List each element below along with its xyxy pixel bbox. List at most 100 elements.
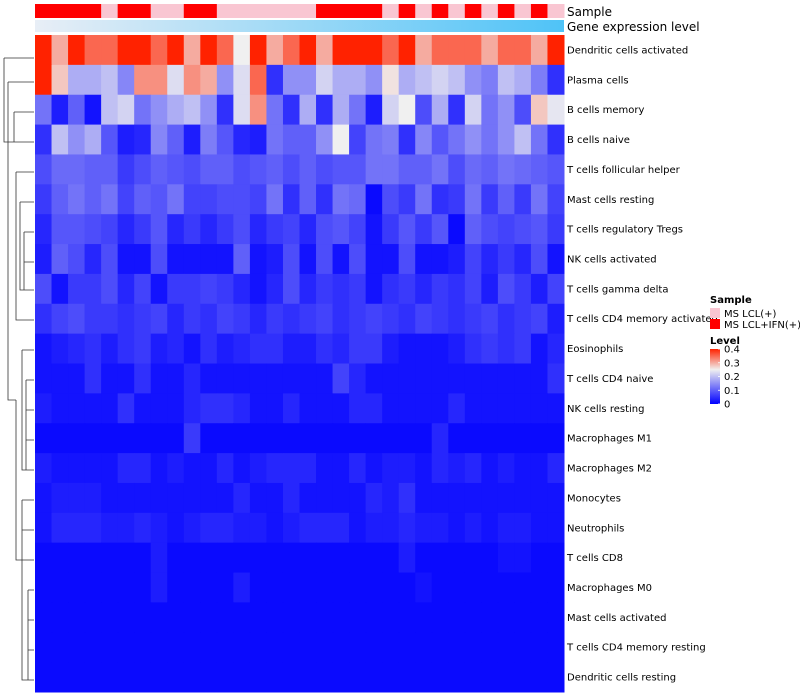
heatmap-cell bbox=[349, 482, 367, 514]
heatmap-cell bbox=[101, 64, 119, 96]
heatmap-cell bbox=[365, 363, 383, 394]
heatmap-cell bbox=[51, 64, 69, 96]
heatmap-cell bbox=[167, 124, 185, 155]
heatmap-cell bbox=[101, 184, 119, 215]
heatmap-cell bbox=[216, 572, 234, 603]
heatmap-cell bbox=[200, 393, 218, 424]
heatmap-cell bbox=[200, 35, 218, 66]
heatmap-cell bbox=[497, 662, 515, 693]
heatmap-cell bbox=[316, 632, 334, 663]
heatmap-cell bbox=[514, 333, 532, 364]
heatmap-cell bbox=[365, 602, 383, 633]
heatmap-cell bbox=[514, 423, 532, 454]
heatmap-cell bbox=[282, 35, 300, 66]
heatmap-cell bbox=[216, 662, 234, 693]
heatmap-cell bbox=[35, 602, 53, 633]
level-tick-label: 0.3 bbox=[724, 358, 740, 369]
heatmap-cell bbox=[233, 273, 251, 305]
heatmap-cell bbox=[398, 423, 416, 454]
heatmap-cell bbox=[497, 154, 515, 185]
heatmap-cell bbox=[514, 64, 532, 96]
heatmap-cell bbox=[150, 214, 168, 245]
heatmap-cell bbox=[68, 35, 86, 66]
sample-annotation-cell bbox=[349, 4, 367, 18]
heatmap-cell bbox=[481, 35, 499, 66]
row-label: Macrophages M2 bbox=[567, 464, 652, 475]
heatmap-cell bbox=[349, 333, 367, 364]
heatmap-cell bbox=[117, 423, 135, 454]
heatmap-cell bbox=[233, 244, 251, 275]
heatmap-cell bbox=[266, 393, 284, 424]
heatmap-cell bbox=[216, 64, 234, 96]
heatmap-cell bbox=[282, 184, 300, 215]
heatmap-cell bbox=[514, 632, 532, 663]
heatmap-cell bbox=[200, 662, 218, 693]
sample-annotation-cell bbox=[415, 4, 433, 18]
heatmap-cell bbox=[101, 94, 119, 126]
heatmap-cell bbox=[200, 632, 218, 663]
heatmap-cell bbox=[101, 542, 119, 574]
heatmap-cell bbox=[398, 572, 416, 603]
heatmap-cell bbox=[35, 453, 53, 484]
heatmap-cell bbox=[68, 214, 86, 245]
heatmap-cell bbox=[448, 154, 466, 185]
heatmap-cell bbox=[51, 124, 69, 155]
heatmap-cell bbox=[266, 333, 284, 364]
heatmap-cell bbox=[35, 363, 53, 394]
heatmap-cell bbox=[448, 632, 466, 663]
sample-annotation-cell bbox=[530, 4, 548, 18]
gene-expression-annotation-bar bbox=[35, 20, 564, 32]
heatmap-cell bbox=[183, 602, 201, 633]
heatmap-cell bbox=[51, 94, 69, 126]
heatmap-cell bbox=[167, 333, 185, 364]
heatmap-cell bbox=[35, 542, 53, 574]
heatmap-cell bbox=[448, 482, 466, 514]
heatmap-cell bbox=[150, 94, 168, 126]
heatmap-cell bbox=[316, 453, 334, 484]
heatmap-cell bbox=[547, 482, 565, 514]
heatmap-cell bbox=[332, 303, 350, 335]
heatmap-cell bbox=[448, 512, 466, 544]
heatmap-cell bbox=[547, 94, 565, 126]
heatmap-cell bbox=[68, 64, 86, 96]
heatmap-cell bbox=[382, 453, 400, 484]
heatmap-cell bbox=[282, 632, 300, 663]
heatmap-cell bbox=[299, 124, 317, 155]
heatmap-cell bbox=[464, 303, 482, 335]
heatmap-cell bbox=[514, 184, 532, 215]
heatmap-cell bbox=[530, 393, 548, 424]
heatmap-cell bbox=[183, 184, 201, 215]
heatmap-cell bbox=[249, 303, 267, 335]
heatmap-cell bbox=[101, 35, 119, 66]
heatmap-cell bbox=[282, 572, 300, 603]
heatmap-cell bbox=[365, 35, 383, 66]
heatmap-cell bbox=[233, 303, 251, 335]
heatmap-cell bbox=[134, 124, 152, 155]
heatmap-cell bbox=[282, 482, 300, 514]
sample-annotation-cell bbox=[316, 4, 334, 18]
heatmap-cell bbox=[464, 333, 482, 364]
heatmap-cell bbox=[233, 423, 251, 454]
heatmap-cell bbox=[481, 393, 499, 424]
legend: Sample MS LCL(+) MS LCL+IFN(+) Level 0.4… bbox=[710, 295, 800, 411]
heatmap-cell bbox=[299, 453, 317, 484]
heatmap-cell bbox=[332, 453, 350, 484]
heatmap-cell bbox=[233, 154, 251, 185]
heatmap-cell bbox=[481, 273, 499, 305]
heatmap-cell bbox=[51, 423, 69, 454]
heatmap-cell bbox=[514, 453, 532, 484]
heatmap-cell bbox=[530, 512, 548, 544]
heatmap-cell bbox=[101, 333, 119, 364]
heatmap-cell bbox=[398, 214, 416, 245]
row-label: T cells CD4 naive bbox=[566, 374, 653, 385]
level-tick-label: 0 bbox=[724, 400, 730, 411]
heatmap-cell bbox=[183, 482, 201, 514]
heatmap-cell bbox=[332, 602, 350, 633]
heatmap-cell bbox=[68, 244, 86, 275]
heatmap-cell bbox=[464, 453, 482, 484]
heatmap-cell bbox=[150, 154, 168, 185]
heatmap-cell bbox=[530, 35, 548, 66]
heatmap-cell bbox=[382, 333, 400, 364]
heatmap-cell bbox=[332, 482, 350, 514]
heatmap-cell bbox=[266, 124, 284, 155]
